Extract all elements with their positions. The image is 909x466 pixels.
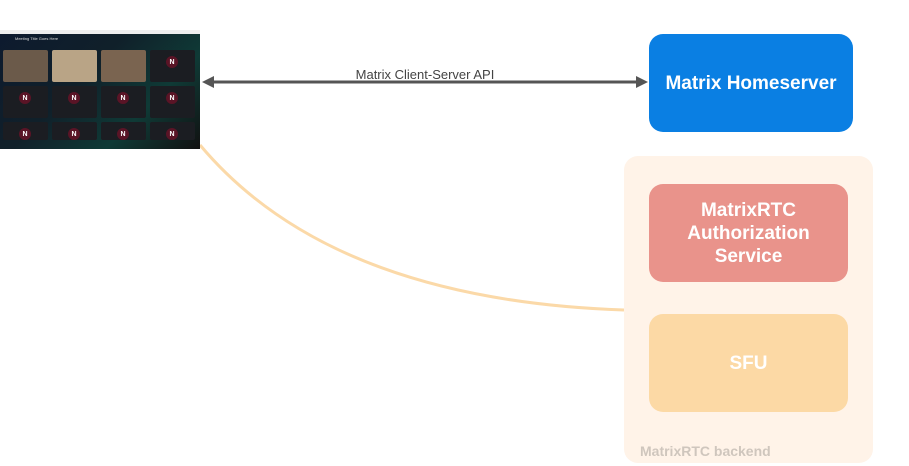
participant-tile: [52, 50, 97, 82]
avatar: N: [19, 92, 31, 104]
avatar: N: [117, 128, 129, 140]
arrowhead-left: [202, 76, 214, 88]
participant-tile: N: [150, 50, 195, 82]
arrow-label: Matrix Client-Server API: [355, 67, 495, 82]
avatar: N: [68, 128, 80, 140]
participant-tile: N: [101, 86, 146, 118]
arrowhead-right: [636, 76, 648, 88]
participant-tile: [3, 50, 48, 82]
sfu-box: SFU: [649, 314, 848, 412]
meeting-title: Meeting Title Goes Here: [15, 36, 59, 41]
matrix-homeserver-box: Matrix Homeserver: [649, 34, 853, 132]
participant-tile: [101, 50, 146, 82]
avatar: N: [19, 128, 31, 140]
participant-tile: N: [150, 86, 195, 118]
participant-tile: N: [150, 122, 195, 140]
avatar: N: [68, 92, 80, 104]
participant-tile: N: [52, 122, 97, 140]
authorization-service-box: MatrixRTC Authorization Service: [649, 184, 848, 282]
video-call-screenshot: Meeting Title Goes Here N N N N N N N N N: [0, 30, 200, 149]
avatar: N: [166, 128, 178, 140]
participant-tile: N: [52, 86, 97, 118]
participant-tile: N: [101, 122, 146, 140]
client-to-backend-curve: [198, 144, 625, 312]
participant-tile: N: [3, 86, 48, 118]
backend-label: MatrixRTC backend: [640, 443, 771, 459]
avatar: N: [117, 92, 129, 104]
avatar: N: [166, 92, 178, 104]
avatar: N: [166, 56, 178, 68]
participant-tile: N: [3, 122, 48, 140]
